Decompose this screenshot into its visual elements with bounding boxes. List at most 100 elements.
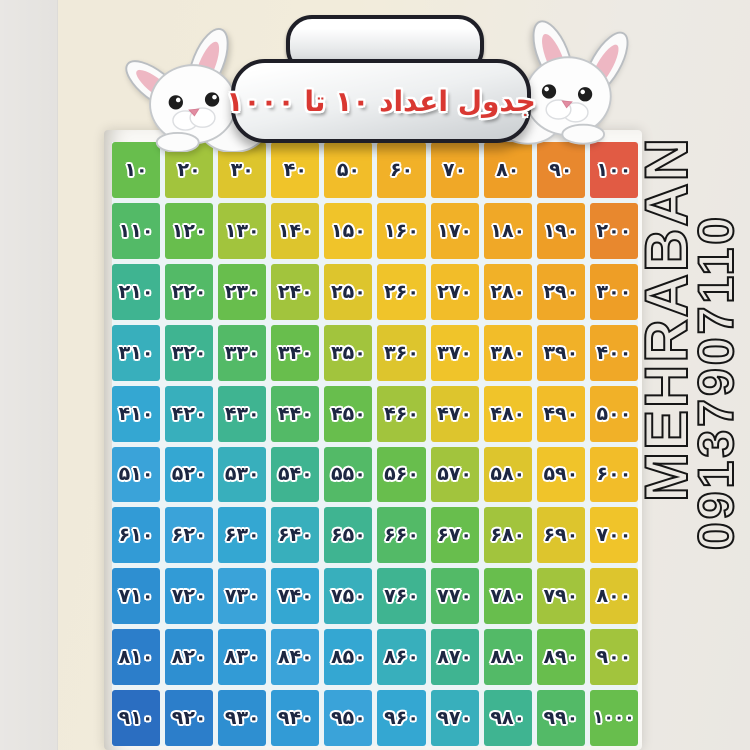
- grid-cell: ۸۷۰: [430, 629, 479, 686]
- number-grid: ۱۰ ۲۰ ۳۰ ۴۰ ۵۰ ۶۰ ۷۰ ۸۰ ۹۰ ۱۰۰ ۱۱۰ ۱۲۰ ۱۳۰ ۱۴۰ ۱۵۰ ۱۶۰ ۱…: [112, 142, 638, 746]
- grid-cell: ۶۱۰: [112, 507, 161, 564]
- grid-cell: ۵۳۰: [218, 446, 267, 503]
- grid-cell: ۸۴۰: [271, 629, 320, 686]
- grid-cell: ۷۱۰: [112, 568, 161, 625]
- grid-cell: ۱۰: [112, 142, 161, 198]
- grid-cell: ۵۸۰: [483, 446, 532, 503]
- grid-cell: ۶۸۰: [483, 507, 532, 564]
- grid-cell: ۹۲۰: [165, 690, 214, 746]
- grid-cell: ۶۴۰: [271, 507, 320, 564]
- grid-cell: ۱۳۰: [218, 202, 267, 259]
- grid-cell: ۳۳۰: [218, 324, 267, 381]
- grid-cell: ۵۰۰: [589, 385, 638, 442]
- grid-cell: ۲۳۰: [218, 263, 267, 320]
- grid-cell: ۴۲۰: [165, 385, 214, 442]
- grid-cell: ۱۰۰: [589, 142, 638, 198]
- grid-cell: ۷۲۰: [165, 568, 214, 625]
- grid-cell: ۸۹۰: [536, 629, 585, 686]
- grid-cell: ۲۵۰: [324, 263, 373, 320]
- grid-cell: ۴۰۰: [589, 324, 638, 381]
- grid-cell: ۱۵۰: [324, 202, 373, 259]
- grid-cell: ۱۲۰: [165, 202, 214, 259]
- grid-cell: ۸۶۰: [377, 629, 426, 686]
- grid-cell: ۶۰۰: [589, 446, 638, 503]
- grid-cell: ۲۶۰: [377, 263, 426, 320]
- grid-cell: ۹۵۰: [324, 690, 373, 746]
- grid-cell: ۳۱۰: [112, 324, 161, 381]
- grid-cell: ۸۰: [483, 142, 532, 198]
- wall-edge: [0, 0, 58, 750]
- grid-cell: ۶۳۰: [218, 507, 267, 564]
- grid-cell: ۶۰: [377, 142, 426, 198]
- grid-cell: ۹۰۰: [589, 629, 638, 686]
- grid-cell: ۳۶۰: [377, 324, 426, 381]
- grid-cell: ۹۴۰: [271, 690, 320, 746]
- grid-cell: ۴۹۰: [536, 385, 585, 442]
- grid-cell: ۷۰۰: [589, 507, 638, 564]
- grid-cell: ۴۵۰: [324, 385, 373, 442]
- grid-cell: ۵۷۰: [430, 446, 479, 503]
- grid-cell: ۳۹۰: [536, 324, 585, 381]
- grid-cell: ۴۸۰: [483, 385, 532, 442]
- grid-cell: ۳۴۰: [271, 324, 320, 381]
- grid-cell: ۱۸۰: [483, 202, 532, 259]
- grid-cell: ۵۵۰: [324, 446, 373, 503]
- grid-cell: ۲۸۰: [483, 263, 532, 320]
- grid-cell: ۶۷۰: [430, 507, 479, 564]
- grid-cell: ۲۰۰: [589, 202, 638, 259]
- grid-cell: ۱۴۰: [271, 202, 320, 259]
- grid-cell: ۸۱۰: [112, 629, 161, 686]
- grid-cell: ۵۶۰: [377, 446, 426, 503]
- grid-cell: ۶۶۰: [377, 507, 426, 564]
- grid-cell: ۳۲۰: [165, 324, 214, 381]
- grid-cell: ۱۹۰: [536, 202, 585, 259]
- grid-cell: ۶۲۰: [165, 507, 214, 564]
- grid-cell: ۷۴۰: [271, 568, 320, 625]
- grid-cell: ۵۰: [324, 142, 373, 198]
- grid-cell: ۹۹۰: [536, 690, 585, 746]
- grid-cell: ۱۶۰: [377, 202, 426, 259]
- grid-cell: ۳۰۰: [589, 263, 638, 320]
- grid-cell: ۸۰۰: [589, 568, 638, 625]
- grid-cell: ۵۹۰: [536, 446, 585, 503]
- grid-cell: ۳۵۰: [324, 324, 373, 381]
- grid-cell: ۹۷۰: [430, 690, 479, 746]
- bunny-icon: [116, 26, 270, 153]
- grid-cell: ۷۵۰: [324, 568, 373, 625]
- grid-cell: ۹۶۰: [377, 690, 426, 746]
- grid-cell: ۱۰۰۰: [589, 690, 638, 746]
- grid-cell: ۲۲۰: [165, 263, 214, 320]
- grid-cell: ۹۱۰: [112, 690, 161, 746]
- grid-cell: ۹۳۰: [218, 690, 267, 746]
- grid-cell: ۳۷۰: [430, 324, 479, 381]
- grid-cell: ۴۳۰: [218, 385, 267, 442]
- grid-cell: ۱۷۰: [430, 202, 479, 259]
- grid-cell: ۴۰: [271, 142, 320, 198]
- grid-cell: ۲۴۰: [271, 263, 320, 320]
- grid-cell: ۸۲۰: [165, 629, 214, 686]
- grid-cell: ۲۹۰: [536, 263, 585, 320]
- grid-cell: ۴۷۰: [430, 385, 479, 442]
- grid-cell: ۹۸۰: [483, 690, 532, 746]
- grid-cell: ۶۹۰: [536, 507, 585, 564]
- grid-cell: ۶۵۰: [324, 507, 373, 564]
- grid-cell: ۷۷۰: [430, 568, 479, 625]
- grid-cell: ۴۱۰: [112, 385, 161, 442]
- grid-cell: ۷۶۰: [377, 568, 426, 625]
- grid-cell: ۷۹۰: [536, 568, 585, 625]
- grid-cell: ۵۴۰: [271, 446, 320, 503]
- grid-cell: ۲۱۰: [112, 263, 161, 320]
- grid-cell: ۷۳۰: [218, 568, 267, 625]
- title-banner: جدول اعداد ۱۰ تا ۱۰۰۰: [226, 59, 536, 143]
- grid-cell: ۱۱۰: [112, 202, 161, 259]
- grid-cell: ۵۱۰: [112, 446, 161, 503]
- grid-cell: ۸۳۰: [218, 629, 267, 686]
- grid-cell: ۸۸۰: [483, 629, 532, 686]
- grid-cell: ۴۶۰: [377, 385, 426, 442]
- grid-cell: ۲۷۰: [430, 263, 479, 320]
- grid-cell: ۳۸۰: [483, 324, 532, 381]
- watermark-phone: 09137907110: [687, 213, 745, 551]
- grid-cell: ۵۲۰: [165, 446, 214, 503]
- grid-cell: ۷۰: [430, 142, 479, 198]
- grid-cell: ۹۰: [536, 142, 585, 198]
